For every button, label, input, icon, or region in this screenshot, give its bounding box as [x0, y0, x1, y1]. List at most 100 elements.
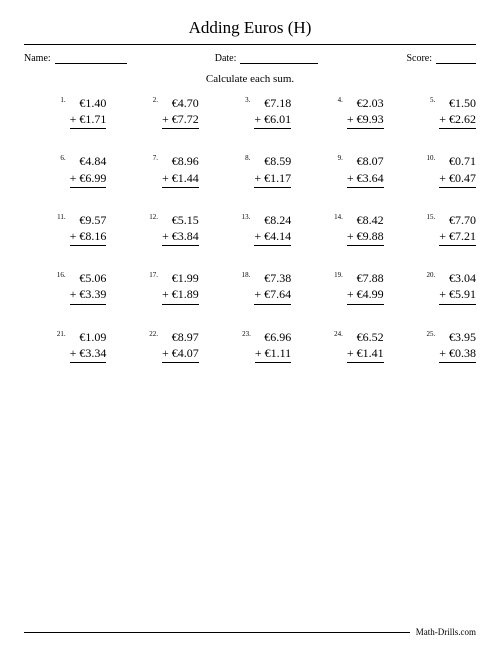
addend-top: €4.70 [162, 95, 199, 111]
problems-grid: 1. €1.40+ €1.71 2. €4.70+ €7.72 3. €7.18+ €6.… [24, 95, 476, 363]
problem-stack: €8.07+ €3.64 [347, 153, 384, 187]
addend-bottom: + €7.21 [439, 228, 476, 246]
addend-bottom: + €7.72 [162, 111, 199, 129]
addend-bottom: + €1.44 [162, 170, 199, 188]
addend-bottom: + €6.01 [254, 111, 291, 129]
problem: 20. €3.04+ €5.91 [394, 270, 476, 304]
problem-stack: €7.88+ €4.99 [347, 270, 384, 304]
header-row: Name: Date: Score: [24, 53, 476, 64]
problem-number: 9. [332, 153, 343, 162]
score-field: Score: [406, 53, 476, 64]
problem: 5. €1.50+ €2.62 [394, 95, 476, 129]
addend-bottom: + €3.64 [347, 170, 384, 188]
problem-number: 8. [239, 153, 250, 162]
problem: 3. €7.18+ €6.01 [209, 95, 291, 129]
problem-number: 15. [424, 212, 435, 221]
addend-top: €4.84 [70, 153, 107, 169]
addend-top: €8.24 [254, 212, 291, 228]
problem-stack: €9.57+ €8.16 [70, 212, 107, 246]
addend-bottom: + €1.17 [254, 170, 291, 188]
addend-bottom: + €9.88 [347, 228, 384, 246]
addend-bottom: + €4.07 [162, 345, 199, 363]
addend-top: €3.95 [439, 329, 476, 345]
problem-stack: €3.04+ €5.91 [439, 270, 476, 304]
worksheet-page: Adding Euros (H) Name: Date: Score: Calc… [0, 0, 500, 647]
problem-number: 1. [55, 95, 66, 104]
addend-bottom: + €1.71 [70, 111, 107, 129]
problem: 15. €7.70+ €7.21 [394, 212, 476, 246]
problem: 10.€0.71+ €0.47 [394, 153, 476, 187]
problem-number: 21. [55, 329, 66, 338]
addend-top: €1.50 [439, 95, 476, 111]
addend-bottom: + €3.84 [162, 228, 199, 246]
addend-top: €7.18 [254, 95, 291, 111]
problem: 22. €8.97+ €4.07 [116, 329, 198, 363]
problem-number: 5. [424, 95, 435, 104]
problem: 1. €1.40+ €1.71 [24, 95, 106, 129]
problem-stack: €2.03+ €9.93 [347, 95, 384, 129]
problem: 23.€6.96+ €1.11 [209, 329, 291, 363]
addend-bottom: + €3.34 [70, 345, 107, 363]
addend-bottom: + €9.93 [347, 111, 384, 129]
problem-number: 24. [332, 329, 343, 338]
problem: 14.€8.42+ €9.88 [301, 212, 383, 246]
addend-bottom: + €5.91 [439, 286, 476, 304]
problem: 13.€8.24+ €4.14 [209, 212, 291, 246]
problem-number: 19. [332, 270, 343, 279]
addend-top: €5.06 [70, 270, 107, 286]
footer-site: Math-Drills.com [416, 627, 476, 637]
problem-number: 6. [55, 153, 66, 162]
problem-stack: €8.59+ €1.17 [254, 153, 291, 187]
addend-top: €1.40 [70, 95, 107, 111]
problem-number: 3. [239, 95, 250, 104]
date-blank[interactable] [240, 53, 318, 64]
problem-stack: €5.15+ €3.84 [162, 212, 199, 246]
problem-stack: €1.99+ €1.89 [162, 270, 199, 304]
problem: 8. €8.59+ €1.17 [209, 153, 291, 187]
addend-top: €6.52 [347, 329, 384, 345]
problem-number: 2. [147, 95, 158, 104]
problem: 11. €9.57+ €8.16 [24, 212, 106, 246]
footer-rule [24, 632, 410, 633]
addend-top: €8.59 [254, 153, 291, 169]
addend-top: €3.04 [439, 270, 476, 286]
problem-number: 22. [147, 329, 158, 338]
problem-stack: €8.24+ €4.14 [254, 212, 291, 246]
problem-stack: €4.70+ €7.72 [162, 95, 199, 129]
problem-number: 16. [55, 270, 66, 279]
problem: 9. €8.07+ €3.64 [301, 153, 383, 187]
addend-top: €1.09 [70, 329, 107, 345]
footer: Math-Drills.com [24, 627, 476, 637]
problem: 17.€1.99+ €1.89 [116, 270, 198, 304]
problem-stack: €5.06+ €3.39 [70, 270, 107, 304]
problem-stack: €8.96+ €1.44 [162, 153, 199, 187]
addend-top: €8.97 [162, 329, 199, 345]
addend-bottom: + €3.39 [70, 286, 107, 304]
problem: 6.€4.84+ €6.99 [24, 153, 106, 187]
name-blank[interactable] [55, 53, 127, 64]
problem-stack: €1.09+ €3.34 [70, 329, 107, 363]
addend-bottom: + €0.38 [439, 345, 476, 363]
problem-number: 11. [55, 212, 66, 221]
score-blank[interactable] [436, 53, 476, 64]
problem-number: 4. [332, 95, 343, 104]
date-label: Date: [215, 53, 237, 64]
addend-top: €7.70 [439, 212, 476, 228]
addend-bottom: + €1.11 [255, 345, 291, 363]
addend-top: €7.88 [347, 270, 384, 286]
problem-number: 7. [147, 153, 158, 162]
problem-number: 25. [424, 329, 435, 338]
problem: 4. €2.03+ €9.93 [301, 95, 383, 129]
addend-bottom: + €4.99 [347, 286, 384, 304]
addend-top: €2.03 [347, 95, 384, 111]
problem: 2. €4.70+ €7.72 [116, 95, 198, 129]
addend-bottom: + €0.47 [439, 170, 476, 188]
addend-bottom: + €7.64 [254, 286, 291, 304]
problem-stack: €8.42+ €9.88 [347, 212, 384, 246]
addend-top: €5.15 [162, 212, 199, 228]
addend-top: €7.38 [254, 270, 291, 286]
problem: 21. €1.09+ €3.34 [24, 329, 106, 363]
problem-number: 20. [424, 270, 435, 279]
addend-bottom: + €2.62 [439, 111, 476, 129]
addend-bottom: + €4.14 [254, 228, 291, 246]
